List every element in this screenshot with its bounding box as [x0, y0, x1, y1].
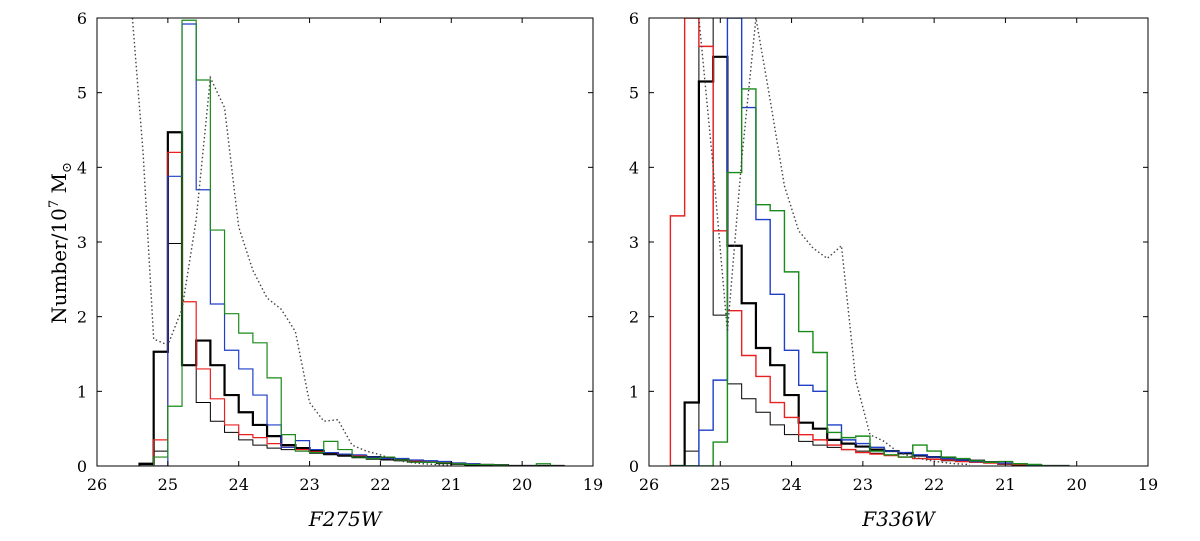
x-tick-label: 21 — [441, 475, 461, 494]
y-tick-label: 5 — [629, 84, 639, 103]
y-axis-label: Number/107 M⊙ — [47, 162, 75, 324]
x-tick-label: 20 — [1067, 475, 1087, 494]
y-tick-label: 4 — [629, 158, 639, 177]
histogram-series-4 — [139, 19, 565, 466]
histogram-series-2 — [669, 18, 1070, 466]
x-tick-label: 24 — [229, 475, 249, 494]
x-tick-label: 19 — [583, 475, 603, 494]
x-tick-label: 25 — [710, 475, 730, 494]
x-tick-label: 20 — [512, 475, 532, 494]
histogram-series-1 — [139, 242, 565, 466]
y-tick-label: 2 — [77, 308, 87, 327]
series-group — [669, 18, 1070, 466]
dotted-curve — [131, 18, 452, 466]
y-axis-label-exponent: 7 — [47, 200, 62, 208]
x-tick-label: 26 — [87, 475, 107, 494]
histogram-series-2 — [139, 151, 565, 466]
x-tick-label: 24 — [781, 475, 801, 494]
x-tick-label: 19 — [1138, 475, 1158, 494]
y-axis-label-unit: M — [47, 173, 71, 200]
histogram-series-0 — [670, 55, 1070, 466]
x-tick-label: 25 — [158, 475, 178, 494]
plot-frame — [96, 17, 594, 467]
histogram-series-3 — [670, 18, 1070, 466]
y-tick-label: 0 — [629, 457, 639, 476]
x-tick-label: 26 — [639, 475, 659, 494]
y-tick-label: 3 — [77, 233, 87, 252]
y-tick-label: 1 — [629, 382, 639, 401]
y-tick-label: 6 — [629, 9, 639, 28]
histogram-series-0 — [138, 131, 565, 466]
y-tick-label: 1 — [77, 382, 87, 401]
y-axis-label-subscript: ⊙ — [60, 162, 75, 173]
x-tick-label: 22 — [924, 475, 944, 494]
histogram-series-1 — [670, 18, 1070, 466]
dotted-curve — [698, 18, 970, 466]
x-tick-label: 22 — [370, 475, 390, 494]
histogram-series-3 — [139, 23, 565, 466]
x-axis-title: F336W — [861, 507, 936, 531]
histogram-series-4 — [670, 88, 1070, 466]
series-group — [131, 18, 565, 466]
y-tick-label: 5 — [77, 84, 87, 103]
x-tick-label: 23 — [299, 475, 319, 494]
y-tick-label: 3 — [629, 233, 639, 252]
y-tick-label: 4 — [77, 158, 87, 177]
y-tick-label: 6 — [77, 9, 87, 28]
x-tick-label: 23 — [853, 475, 873, 494]
y-tick-label: 0 — [77, 457, 87, 476]
y-tick-label: 2 — [629, 308, 639, 327]
y-axis-label-number: Number/10 — [47, 208, 71, 324]
x-axis-title: F275W — [308, 507, 383, 531]
x-tick-label: 21 — [995, 475, 1015, 494]
plot-frame — [648, 17, 1149, 467]
